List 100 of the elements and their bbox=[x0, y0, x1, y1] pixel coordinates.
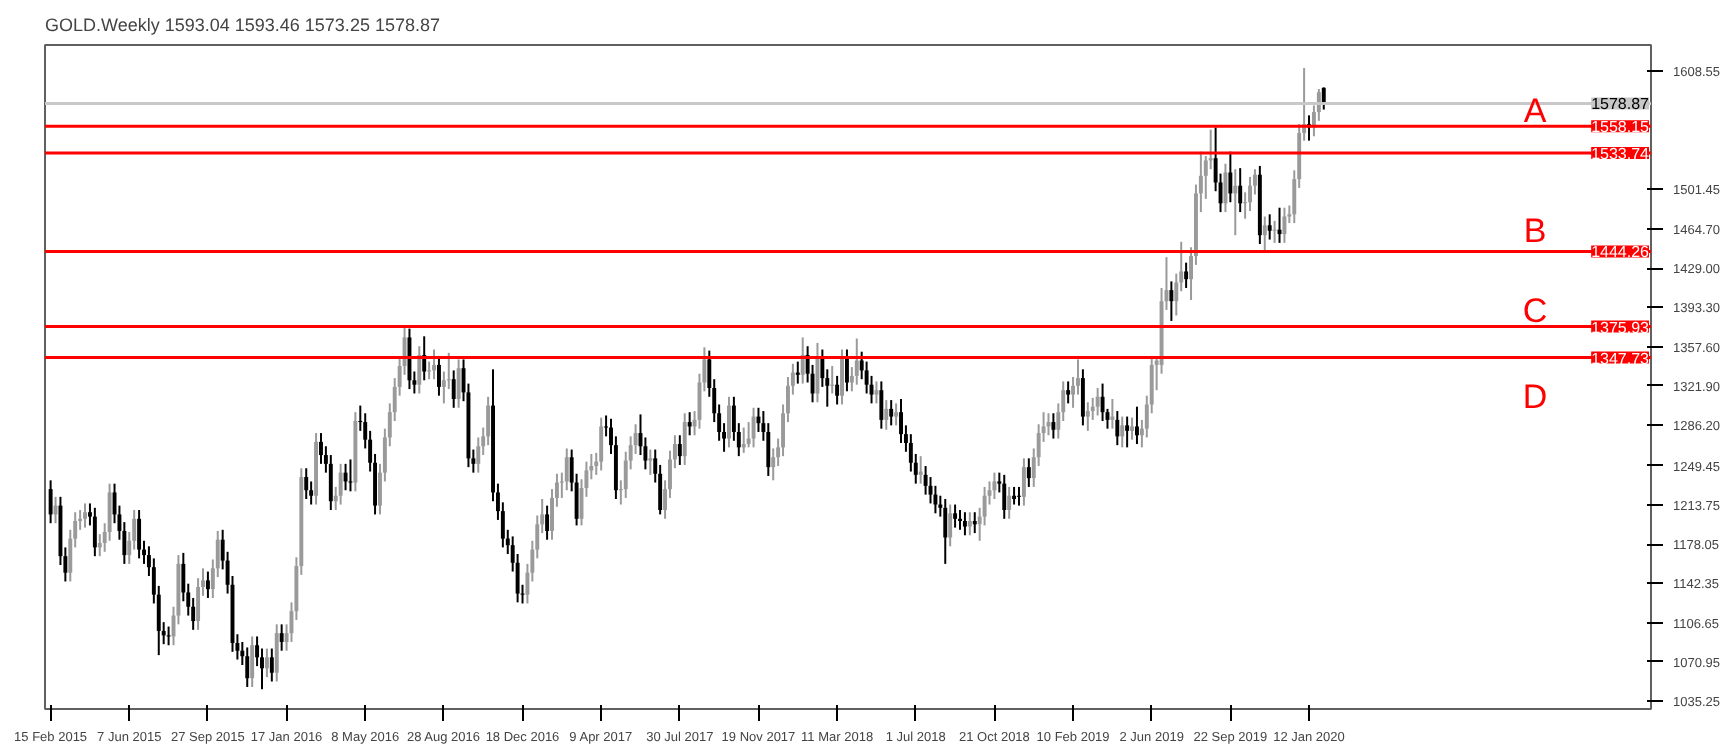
ref-line-label: 1347.73 bbox=[1591, 349, 1651, 368]
candlestick bbox=[648, 448, 653, 476]
candlestick bbox=[451, 369, 456, 409]
ref-line-label: 1558.15 bbox=[1591, 118, 1651, 137]
candlestick bbox=[1125, 415, 1130, 449]
candlestick bbox=[756, 406, 761, 433]
candlestick bbox=[92, 506, 97, 558]
candlestick bbox=[304, 467, 309, 501]
chart-title: GOLD.Weekly 1593.04 1593.46 1573.25 1578.87 bbox=[45, 15, 440, 35]
candlestick bbox=[338, 462, 343, 506]
candlestick bbox=[456, 358, 461, 409]
candlestick bbox=[1238, 167, 1243, 214]
candlestick bbox=[1130, 416, 1135, 441]
annotation: A bbox=[1523, 92, 1548, 131]
candlestick bbox=[899, 397, 903, 444]
candlestick bbox=[1066, 380, 1071, 405]
candlestick bbox=[1051, 412, 1056, 440]
candlestick bbox=[1267, 213, 1272, 241]
candlestick bbox=[1233, 168, 1238, 237]
candlestick bbox=[835, 374, 840, 406]
candlestick bbox=[137, 509, 142, 560]
candlestick bbox=[1272, 219, 1277, 244]
candlestick bbox=[328, 454, 333, 512]
annotation: C bbox=[1522, 291, 1548, 330]
candlestick bbox=[250, 635, 255, 689]
candlestick bbox=[274, 623, 279, 683]
candlestick bbox=[741, 426, 746, 454]
candlestick bbox=[884, 399, 889, 431]
candlestick bbox=[864, 360, 869, 395]
candlestick bbox=[953, 503, 958, 529]
candlestick bbox=[677, 434, 682, 466]
candlestick bbox=[269, 647, 274, 683]
candlestick bbox=[417, 345, 422, 395]
candlestick bbox=[1002, 473, 1007, 520]
candlestick bbox=[1007, 485, 1012, 520]
candlestick bbox=[407, 327, 412, 391]
candlestick bbox=[1120, 415, 1125, 449]
candlestick bbox=[1228, 150, 1233, 204]
ref-line-label: 1375.93 bbox=[1591, 318, 1651, 337]
candlestick bbox=[879, 380, 884, 430]
candlestick bbox=[682, 412, 687, 466]
candlestick bbox=[1184, 261, 1189, 289]
candlestick bbox=[264, 647, 269, 679]
candlestick bbox=[933, 484, 938, 515]
candlestick bbox=[923, 465, 928, 496]
candlestick bbox=[432, 348, 436, 381]
candlestick bbox=[844, 348, 849, 393]
annotation: B bbox=[1523, 211, 1547, 250]
candlestick bbox=[889, 399, 894, 427]
candlestick bbox=[486, 395, 491, 447]
candlestick bbox=[166, 625, 171, 647]
candlestick bbox=[727, 395, 731, 449]
candlestick bbox=[1282, 206, 1287, 244]
candlestick bbox=[1017, 485, 1021, 507]
candlestick bbox=[1080, 368, 1085, 427]
candlestick bbox=[205, 570, 210, 599]
candlestick bbox=[1135, 405, 1139, 446]
candlestick bbox=[1223, 162, 1228, 214]
candlestick bbox=[436, 355, 441, 397]
candlestick bbox=[1100, 382, 1105, 422]
candlestick bbox=[476, 436, 481, 474]
candlestick bbox=[1169, 280, 1174, 322]
candlestick bbox=[992, 471, 997, 501]
candlestick bbox=[83, 502, 87, 529]
candlestick bbox=[943, 498, 948, 565]
candlestick bbox=[1321, 86, 1326, 111]
candlestick bbox=[840, 348, 844, 406]
candlestick bbox=[918, 455, 923, 485]
candlestick bbox=[48, 479, 53, 525]
candlestick bbox=[599, 416, 604, 472]
candlestick bbox=[815, 341, 820, 404]
candlestick bbox=[245, 646, 250, 689]
annotation: D bbox=[1522, 377, 1548, 416]
ref-line-label: 1578.87 bbox=[1591, 95, 1651, 114]
candlestick bbox=[967, 511, 972, 537]
candlestick bbox=[343, 462, 348, 492]
ref-line-label: 1533.74 bbox=[1591, 145, 1651, 164]
candlestick bbox=[771, 447, 776, 482]
candlestick bbox=[319, 432, 323, 465]
candlestick bbox=[1021, 457, 1026, 507]
candlestick bbox=[279, 623, 284, 652]
candlestick bbox=[1085, 401, 1090, 432]
ref-line-label: 1444.26 bbox=[1591, 243, 1651, 262]
candlestick bbox=[1248, 175, 1252, 212]
candlestick bbox=[687, 411, 692, 437]
candlestick bbox=[1110, 397, 1115, 430]
candlestick bbox=[751, 406, 756, 449]
candlestick bbox=[972, 511, 977, 535]
candlestick bbox=[962, 511, 967, 537]
candlestick bbox=[830, 365, 835, 395]
candlestick bbox=[564, 447, 569, 492]
candlestick bbox=[545, 504, 550, 541]
candlestick bbox=[874, 380, 879, 405]
candlestick bbox=[1115, 410, 1120, 447]
candlestick bbox=[1095, 386, 1100, 417]
candlestick bbox=[854, 337, 859, 386]
candlestick bbox=[348, 458, 353, 493]
candlestick bbox=[948, 503, 953, 548]
candlestick bbox=[1262, 215, 1267, 252]
candlestick bbox=[1026, 457, 1031, 488]
